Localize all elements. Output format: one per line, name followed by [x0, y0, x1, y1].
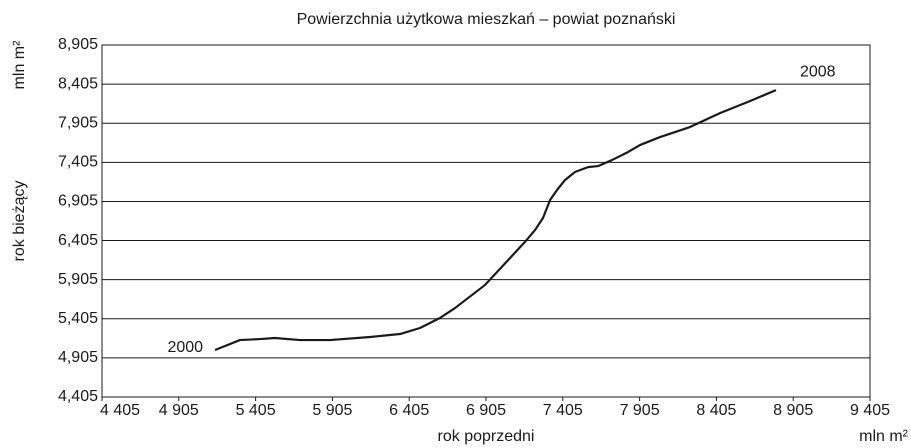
plot-frame — [101, 44, 871, 398]
line — [214, 89, 777, 352]
chart-title: Powierzchnia użytkowa mieszkań – powiat … — [297, 11, 676, 28]
x-tick-label: 4 405 — [100, 402, 140, 419]
y-tick-label: 8,905 — [58, 36, 98, 53]
y-tick-label: 7,905 — [58, 114, 98, 131]
y-tick-label: 7,405 — [58, 154, 98, 171]
annotation: 2008 — [800, 63, 836, 80]
annotation: 2000 — [167, 339, 203, 356]
y-unit: mln m² — [11, 40, 28, 90]
x-tick-label: 6 905 — [466, 402, 506, 419]
y-tick-label: 4,405 — [58, 388, 98, 405]
x-tick-label: 5 905 — [312, 402, 352, 419]
x-tick-label: 5 405 — [236, 402, 276, 419]
y-tick-label: 4,905 — [58, 349, 98, 366]
x-axis-label: rok poprzedni — [438, 428, 535, 445]
x-unit: mln m² — [859, 428, 909, 445]
y-tick-label: 6,405 — [58, 232, 98, 249]
x-tick-label: 8 405 — [696, 402, 736, 419]
x-tick-label: 6 405 — [389, 402, 429, 419]
x-tick-label: 7 905 — [620, 402, 660, 419]
y-tick-label: 5,905 — [58, 271, 98, 288]
x-tick-label: 7 405 — [543, 402, 583, 419]
y-tick-label: 5,405 — [58, 310, 98, 327]
x-tick-label: 4 905 — [159, 402, 199, 419]
y-axis-label: rok bieżący — [11, 181, 28, 262]
y-tick-label: 6,905 — [58, 193, 98, 210]
y-tick-label: 8,405 — [58, 75, 98, 92]
x-tick-label: 9 405 — [850, 402, 890, 419]
x-tick-label: 8 905 — [773, 402, 813, 419]
